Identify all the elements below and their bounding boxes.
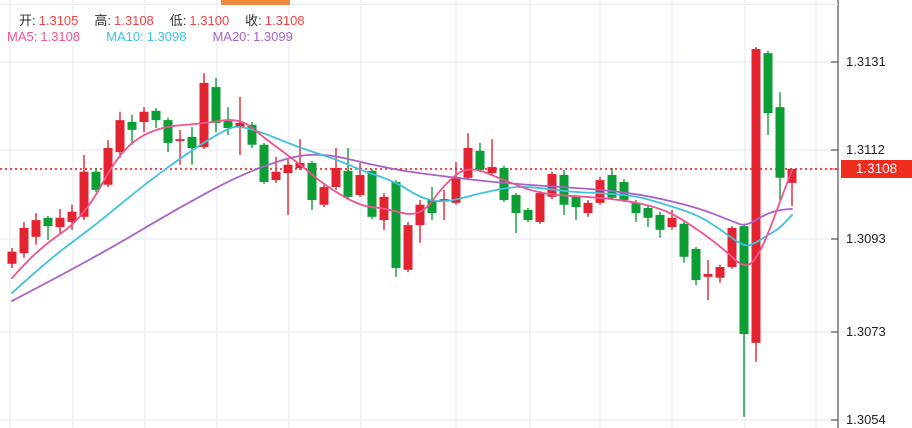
candle-up (199, 73, 209, 149)
candle-up (379, 193, 389, 230)
candle-up (103, 140, 113, 188)
candle-up (283, 159, 293, 215)
ma20-value: 1.3099 (253, 29, 293, 44)
high-group: 高: 1.3108 (94, 10, 153, 29)
candle-down (475, 142, 485, 172)
candle-down (739, 223, 749, 417)
candle-up (271, 156, 281, 183)
ma5-value: 1.3108 (40, 29, 81, 44)
open-label: 开: (19, 13, 36, 28)
ma20-group: MA20: 1.3099 (212, 29, 292, 44)
candle-up (439, 189, 449, 221)
ma5-label: MA5: (7, 29, 38, 44)
candle-up (7, 247, 17, 268)
gridlines (0, 0, 838, 428)
candle-down (343, 148, 353, 201)
candle-down (619, 179, 629, 202)
candle-down (427, 187, 437, 221)
ma20-label: MA20: (212, 29, 251, 44)
ma10-line (11, 126, 793, 294)
candle-up (727, 226, 737, 269)
high-label: 高: (94, 13, 112, 28)
candles-layer (7, 47, 797, 417)
ma10-value: 1.3098 (146, 29, 187, 44)
close-label: 收: (245, 13, 262, 28)
candle-down (211, 77, 221, 133)
candle-up (463, 133, 473, 181)
candle-down (499, 165, 509, 202)
ma10-group: MA10: 1.3098 (106, 29, 186, 44)
open-group: 开: 1.3105 (19, 10, 78, 29)
candle-up (403, 221, 413, 273)
candle-down (223, 107, 233, 135)
candle-up (139, 107, 149, 133)
candle-down (643, 204, 653, 228)
candle-down (679, 221, 689, 263)
ma-lines (11, 119, 793, 302)
candle-down (523, 207, 533, 222)
candle-up (583, 200, 593, 217)
candle-up (235, 96, 245, 155)
y-axis (831, 0, 839, 428)
low-label: 低: (169, 13, 187, 28)
candle-down (559, 169, 569, 215)
candle-down (187, 127, 197, 165)
ma-legend: MA5: 1.3108 MA10: 1.3098 MA20: 1.3099 (7, 29, 319, 44)
candle-down (631, 200, 641, 222)
top-scrollbar-thumb[interactable] (221, 0, 290, 5)
low-value: 1.3100 (189, 13, 230, 28)
candle-up (55, 208, 65, 234)
candle-up (703, 260, 713, 301)
candle-down (91, 168, 101, 193)
candle-down (511, 193, 521, 234)
high-value: 1.3108 (114, 13, 154, 28)
candle-down (775, 92, 785, 201)
ma5-line (11, 119, 793, 280)
candle-up (31, 213, 41, 245)
candle-down (259, 142, 269, 184)
ma20-line (11, 153, 793, 302)
candle-up (715, 264, 725, 283)
candle-up (535, 191, 545, 224)
candle-down (247, 121, 257, 149)
candle-down (763, 50, 773, 135)
candle-up (79, 154, 89, 221)
candle-up (751, 47, 761, 362)
close-group: 收: 1.3108 (245, 10, 304, 29)
candle-down (43, 215, 53, 241)
close-value: 1.3108 (264, 13, 305, 28)
low-group: 低: 1.3100 (170, 10, 229, 29)
candle-down (151, 108, 161, 129)
candle-up (487, 139, 497, 175)
candle-up (115, 111, 125, 158)
candle-down (691, 247, 701, 286)
ohlc-legend: 开: 1.3105 高: 1.3108 低: 1.3100 收: 1.3108 (19, 10, 321, 29)
candle-down (391, 180, 401, 277)
candle-down (163, 117, 173, 153)
candle-down (655, 211, 665, 238)
candle-up (319, 184, 329, 208)
candle-down (307, 161, 317, 210)
ma10-label: MA10: (106, 29, 144, 44)
candle-down (367, 168, 377, 220)
candle-down (607, 168, 617, 201)
top-scrollbar-track (0, 4, 838, 5)
candle-up (331, 148, 341, 190)
candle-up (19, 221, 29, 258)
candle-up (451, 161, 461, 205)
candle-down (571, 194, 581, 221)
candle-up (787, 168, 797, 207)
ma5-group: MA5: 1.3108 (7, 29, 80, 44)
open-value: 1.3105 (38, 13, 79, 28)
candle-up (415, 200, 425, 243)
candle-down (127, 115, 137, 145)
